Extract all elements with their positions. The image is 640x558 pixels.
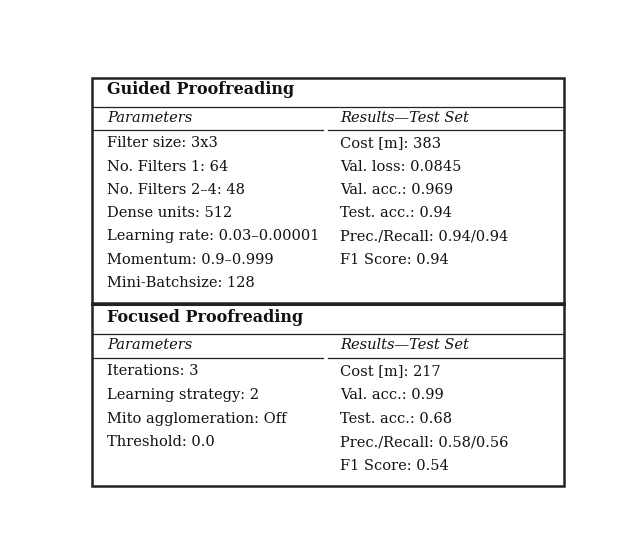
Text: F1 Score: 0.94: F1 Score: 0.94 bbox=[340, 253, 449, 267]
Text: Cost [m]: 383: Cost [m]: 383 bbox=[340, 136, 442, 150]
Text: No. Filters 1: 64: No. Filters 1: 64 bbox=[108, 160, 228, 174]
Text: Test. acc.: 0.68: Test. acc.: 0.68 bbox=[340, 412, 452, 426]
Text: Parameters: Parameters bbox=[108, 338, 193, 352]
Text: Momentum: 0.9–0.999: Momentum: 0.9–0.999 bbox=[108, 253, 274, 267]
Text: Filter size: 3x3: Filter size: 3x3 bbox=[108, 136, 218, 150]
Text: Prec./Recall: 0.94/0.94: Prec./Recall: 0.94/0.94 bbox=[340, 229, 509, 243]
Text: Results—Test Set: Results—Test Set bbox=[340, 338, 469, 352]
Text: Learning rate: 0.03–0.00001: Learning rate: 0.03–0.00001 bbox=[108, 229, 319, 243]
Text: Test. acc.: 0.94: Test. acc.: 0.94 bbox=[340, 206, 452, 220]
Text: Cost [m]: 217: Cost [m]: 217 bbox=[340, 364, 441, 378]
Text: Mito agglomeration: Off: Mito agglomeration: Off bbox=[108, 412, 287, 426]
Text: Focused Proofreading: Focused Proofreading bbox=[108, 309, 303, 325]
Text: Dense units: 512: Dense units: 512 bbox=[108, 206, 232, 220]
Text: Val. loss: 0.0845: Val. loss: 0.0845 bbox=[340, 160, 462, 174]
Text: No. Filters 2–4: 48: No. Filters 2–4: 48 bbox=[108, 183, 245, 197]
Text: Iterations: 3: Iterations: 3 bbox=[108, 364, 199, 378]
Text: Val. acc.: 0.99: Val. acc.: 0.99 bbox=[340, 388, 444, 402]
Text: Parameters: Parameters bbox=[108, 110, 193, 124]
Text: Results—Test Set: Results—Test Set bbox=[340, 110, 469, 124]
Text: Mini-Batchsize: 128: Mini-Batchsize: 128 bbox=[108, 276, 255, 290]
Text: Learning strategy: 2: Learning strategy: 2 bbox=[108, 388, 259, 402]
Text: Threshold: 0.0: Threshold: 0.0 bbox=[108, 435, 215, 450]
Text: Val. acc.: 0.969: Val. acc.: 0.969 bbox=[340, 183, 454, 197]
Text: Guided Proofreading: Guided Proofreading bbox=[108, 81, 294, 98]
Text: F1 Score: 0.54: F1 Score: 0.54 bbox=[340, 459, 449, 473]
Text: Prec./Recall: 0.58/0.56: Prec./Recall: 0.58/0.56 bbox=[340, 435, 509, 450]
